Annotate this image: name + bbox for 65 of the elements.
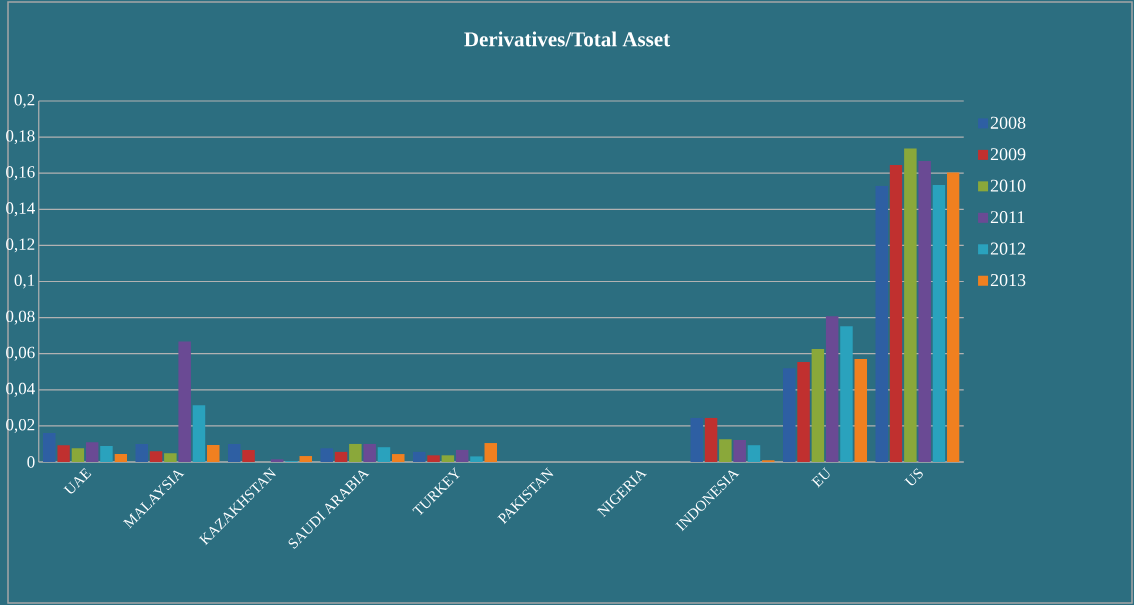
- bar: [334, 451, 348, 462]
- bar: [114, 454, 127, 462]
- y-tick-label: 0,02: [6, 418, 35, 433]
- bar: [690, 417, 704, 462]
- legend-label: 2013: [990, 274, 1026, 287]
- bar: [904, 148, 917, 462]
- y-tick-label: 0,14: [6, 202, 35, 217]
- bar: [947, 172, 960, 462]
- bar: [164, 453, 177, 462]
- bar: [889, 164, 903, 462]
- bar: [270, 459, 284, 462]
- x-tick-label: US: [904, 468, 923, 486]
- bar: [840, 326, 853, 462]
- bar: [413, 451, 426, 462]
- legend-label: 2010: [990, 179, 1026, 192]
- bar: [135, 443, 148, 462]
- bar: [932, 184, 946, 462]
- bar: [363, 443, 376, 462]
- bar: [100, 445, 113, 462]
- bar: [733, 439, 746, 462]
- bar: [719, 439, 732, 462]
- y-tick-label: 0,08: [6, 310, 35, 325]
- y-tick-label: 0,12: [6, 238, 35, 253]
- y-tick-label: 0,1: [14, 274, 35, 289]
- bar: [57, 445, 70, 462]
- bar: [85, 442, 99, 462]
- bar: [178, 341, 191, 462]
- bar: [427, 455, 440, 462]
- bar: [228, 443, 241, 462]
- legend-label: 2012: [990, 242, 1026, 255]
- bar: [392, 454, 405, 462]
- y-tick-label: 0,16: [6, 166, 35, 181]
- bar: [71, 448, 85, 462]
- y-tick-label: 0,04: [6, 382, 35, 397]
- bar: [377, 447, 391, 462]
- bar: [704, 417, 718, 462]
- bar: [918, 160, 931, 462]
- y-tick-label: 0,06: [6, 346, 35, 361]
- y-tick-label: 0,2: [14, 94, 35, 108]
- bar: [43, 433, 56, 462]
- bar: [484, 443, 498, 462]
- bar: [470, 456, 483, 462]
- bar: [797, 362, 810, 462]
- bar: [747, 445, 761, 462]
- bar: [455, 449, 469, 462]
- bar: [783, 368, 796, 462]
- bar: [441, 455, 455, 462]
- bar: [875, 185, 889, 462]
- bar: [854, 359, 868, 462]
- bar: [811, 349, 825, 462]
- bar: [149, 451, 163, 462]
- y-tick-label: 0,18: [6, 130, 35, 145]
- bar: [192, 405, 206, 462]
- bar: [299, 456, 313, 462]
- y-tick-label: 0: [27, 456, 35, 468]
- bar: [242, 449, 255, 462]
- bar: [207, 445, 220, 462]
- bar: [349, 443, 362, 462]
- legend-label: 2009: [990, 148, 1026, 161]
- bar: [825, 316, 839, 462]
- x-tick-label: EU: [811, 467, 830, 488]
- legend-label: 2008: [990, 116, 1026, 129]
- legend-label: 2011: [990, 211, 1025, 224]
- chart-title: Derivatives/Total Asset: [464, 31, 671, 47]
- bar: [320, 448, 334, 462]
